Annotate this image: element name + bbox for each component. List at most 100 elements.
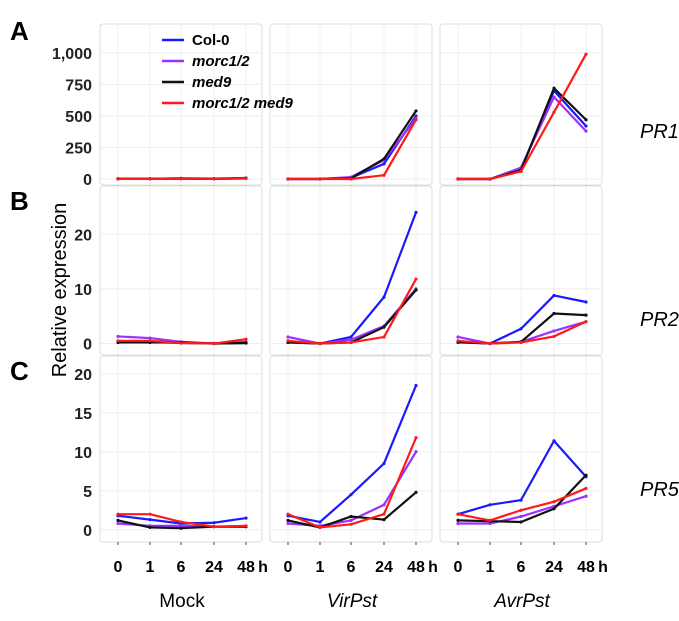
- data-point: [382, 157, 386, 161]
- data-point: [414, 109, 418, 113]
- x-unit-label: h: [428, 559, 438, 576]
- x-tick-label: 24: [545, 559, 563, 576]
- panel-PR2-VirPst: [269, 185, 433, 358]
- data-point: [148, 336, 152, 340]
- data-point: [318, 341, 322, 346]
- data-point: [349, 493, 353, 497]
- data-point: [212, 521, 216, 525]
- data-point: [179, 520, 183, 524]
- panel-letter-C: C: [10, 356, 29, 386]
- data-point: [349, 338, 353, 342]
- data-point: [382, 512, 386, 516]
- data-point: [552, 293, 556, 298]
- condition-label-VirPst: VirPst: [327, 591, 378, 612]
- data-point: [519, 340, 523, 345]
- data-point: [584, 300, 588, 304]
- x-tick-label: 24: [205, 559, 223, 576]
- panel-PR5-Mock: [99, 355, 263, 545]
- data-point: [414, 114, 418, 118]
- data-point: [488, 341, 492, 346]
- panel-PR5-AvrPst: [439, 355, 603, 545]
- data-point: [286, 521, 290, 526]
- x-tick-label: 24: [375, 559, 393, 576]
- x-tick-label: 6: [517, 559, 526, 576]
- data-point: [488, 521, 492, 526]
- data-point: [414, 210, 418, 214]
- legend-label: morc1/2 med9: [192, 95, 294, 112]
- data-point: [488, 503, 492, 507]
- y-tick-label: 20: [74, 227, 92, 244]
- data-point: [148, 518, 152, 522]
- data-point: [116, 521, 120, 526]
- data-point: [414, 436, 418, 440]
- x-tick-label: 0: [454, 559, 463, 576]
- data-point: [552, 507, 556, 511]
- data-point: [286, 512, 290, 516]
- data-point: [519, 514, 523, 519]
- data-point: [148, 177, 152, 181]
- data-point: [382, 503, 386, 507]
- x-tick-label: 6: [347, 559, 356, 576]
- data-point: [318, 520, 322, 524]
- data-point: [382, 162, 386, 166]
- data-point: [456, 335, 460, 339]
- data-point: [414, 450, 418, 454]
- y-tick-label: 750: [65, 77, 92, 94]
- panel-PR5-VirPst: [269, 355, 433, 545]
- data-point: [179, 524, 183, 528]
- data-point: [286, 335, 290, 339]
- y-tick-label: 0: [83, 337, 92, 354]
- data-point: [519, 169, 523, 174]
- x-tick-label: 0: [284, 559, 293, 576]
- data-point: [318, 177, 322, 181]
- data-point: [244, 176, 248, 181]
- data-point: [349, 522, 353, 526]
- data-point: [349, 340, 353, 345]
- data-point: [286, 518, 290, 523]
- panel-letter-B: B: [10, 186, 29, 216]
- data-point: [552, 110, 556, 114]
- data-point: [519, 508, 523, 512]
- data-point: [456, 339, 460, 343]
- data-point: [116, 512, 120, 516]
- x-tick-label: 1: [486, 559, 495, 576]
- data-point: [212, 525, 216, 529]
- data-point: [148, 339, 152, 343]
- data-point: [584, 494, 588, 498]
- data-point: [116, 177, 120, 181]
- data-point: [212, 341, 216, 346]
- data-point: [244, 341, 248, 345]
- x-tick-label: 48: [237, 559, 255, 576]
- panel-PR1-Mock: [99, 23, 263, 188]
- y-tick-label: 0: [83, 172, 92, 189]
- data-point: [179, 526, 183, 530]
- panel-PR1-VirPst: [269, 23, 433, 188]
- data-point: [349, 335, 353, 339]
- data-point: [552, 500, 556, 504]
- data-point: [116, 339, 120, 343]
- data-point: [584, 313, 588, 317]
- x-tick-label: 1: [316, 559, 325, 576]
- x-tick-label: 1: [146, 559, 155, 576]
- panel-letter-A: A: [10, 16, 29, 46]
- data-point: [584, 124, 588, 128]
- data-point: [488, 518, 492, 523]
- data-point: [382, 295, 386, 299]
- panel-PR2-Mock: [99, 185, 263, 358]
- condition-label-Mock: Mock: [159, 591, 205, 612]
- data-point: [382, 325, 386, 329]
- gene-label-PR1: PR1: [640, 121, 679, 143]
- y-tick-label: 15: [74, 406, 92, 423]
- data-point: [456, 518, 460, 523]
- data-point: [519, 520, 523, 524]
- data-point: [552, 439, 556, 443]
- data-point: [286, 339, 290, 343]
- data-point: [349, 177, 353, 181]
- data-point: [349, 514, 353, 519]
- data-point: [414, 383, 418, 388]
- data-point: [382, 173, 386, 177]
- x-unit-label: h: [258, 559, 268, 576]
- data-point: [552, 311, 556, 316]
